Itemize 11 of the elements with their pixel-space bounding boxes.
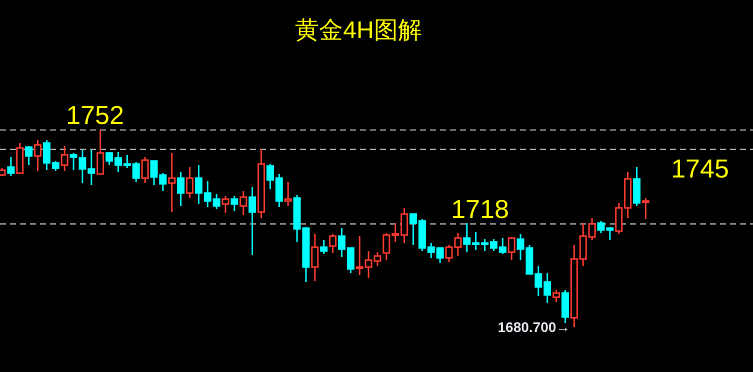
ref-line-label: 1745	[671, 153, 729, 184]
candlestick	[186, 166, 194, 199]
candlestick	[177, 171, 185, 207]
ref-line-label: 1752	[66, 100, 124, 130]
ref-line-label: 1718	[451, 194, 509, 224]
candlestick	[240, 190, 248, 216]
chart-title: 黄金4H图解	[295, 17, 422, 44]
candlestick	[248, 186, 256, 256]
candlestick	[168, 152, 176, 213]
annotation: 1680.700→	[498, 319, 570, 335]
candlestick	[311, 233, 319, 282]
